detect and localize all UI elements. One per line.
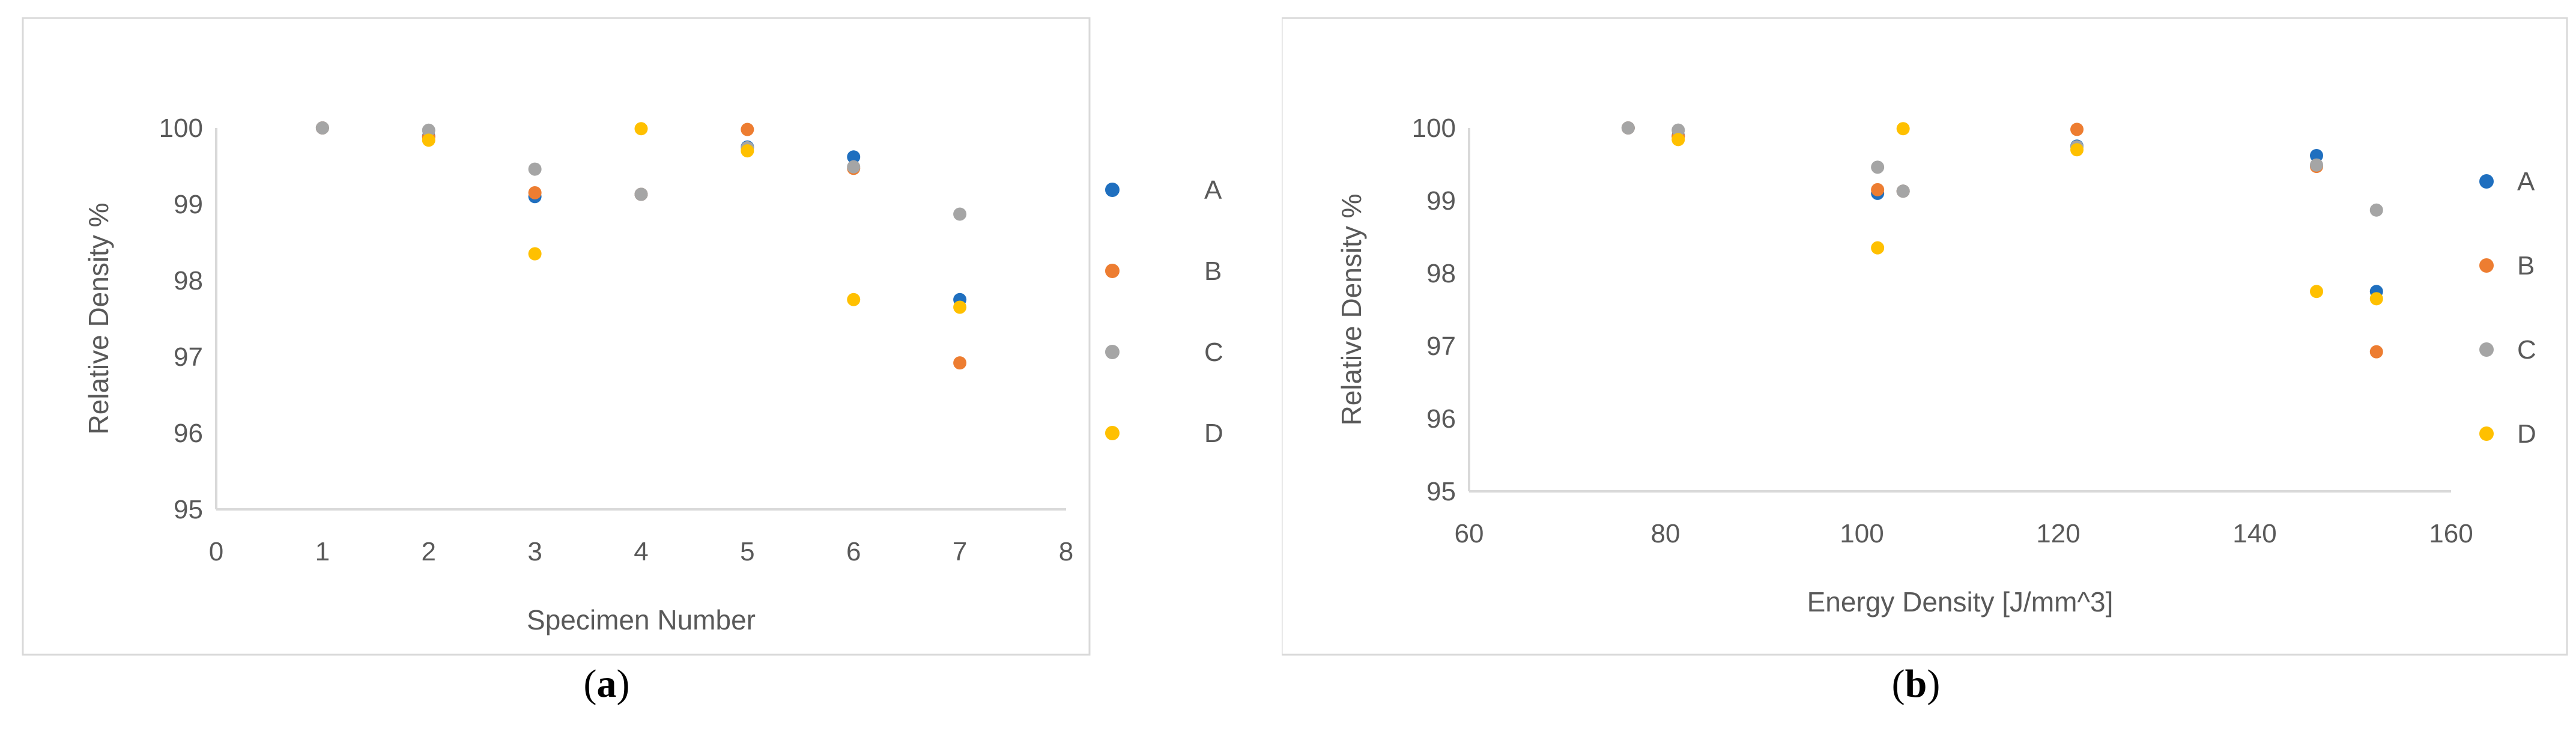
legend: A B C D [2479, 167, 2536, 449]
x-tick-labels: 0 1 2 3 4 5 6 7 8 [209, 537, 1073, 566]
legend-marker-d [2479, 426, 2494, 441]
x-tick-label: 160 [2429, 519, 2473, 548]
x-tick-label: 2 [422, 537, 436, 566]
x-tick-label: 6 [846, 537, 861, 566]
x-tick-label: 100 [1840, 519, 1884, 548]
data-point-c [634, 187, 648, 201]
y-tick-label: 98 [174, 266, 203, 296]
y-tick-label: 96 [174, 419, 203, 448]
x-tick-label: 7 [953, 537, 967, 566]
chart-frame [22, 17, 1091, 656]
legend-label: A [1204, 175, 1222, 205]
data-points [315, 121, 967, 370]
legend-label: B [2517, 251, 2535, 281]
data-point-d [1896, 122, 1910, 136]
data-point-d [1871, 241, 1885, 255]
legend-label: C [2517, 335, 2536, 365]
data-point-d [528, 247, 542, 261]
x-tick-label: 1 [315, 537, 330, 566]
data-point-c [847, 160, 861, 174]
x-axis-title: Specimen Number [527, 604, 756, 635]
x-tick-label: 60 [1455, 519, 1484, 548]
data-point-d [2369, 292, 2383, 306]
figure-caption: (b) [1892, 662, 1941, 706]
data-point-d [847, 293, 861, 306]
data-point-a [847, 150, 861, 164]
data-point-d [634, 122, 648, 136]
x-tick-label: 140 [2232, 519, 2276, 548]
data-point-b [741, 123, 754, 136]
data-point-d [2070, 143, 2084, 157]
data-point-c [315, 121, 329, 135]
y-tick-label: 97 [174, 342, 203, 372]
caption-letter: b [1905, 662, 1927, 706]
figure-caption: (a) [584, 662, 630, 706]
y-tick-labels: 95 96 97 98 99 100 [159, 114, 203, 524]
x-tick-label: 120 [2036, 519, 2080, 548]
data-point-c [1871, 160, 1885, 174]
data-point-c [1896, 184, 1910, 198]
x-tick-label: 5 [740, 537, 754, 566]
y-tick-label: 99 [174, 190, 203, 219]
data-point-c [2369, 203, 2383, 217]
data-point-d [1671, 133, 1685, 147]
data-point-d [741, 144, 754, 158]
y-tick-label: 98 [1426, 259, 1456, 288]
y-axis-title: Relative Density % [1336, 193, 1367, 425]
x-tick-label: 80 [1651, 519, 1680, 548]
legend-label: D [1204, 419, 1223, 448]
legend-marker-d [1105, 426, 1120, 440]
legend-marker-b [2479, 258, 2494, 273]
x-tick-label: 3 [527, 537, 542, 566]
legend-label: A [2517, 167, 2535, 196]
y-tick-labels: 95 96 97 98 99 100 [1412, 114, 1456, 506]
data-point-c [528, 162, 542, 176]
legend-label: D [2517, 419, 2536, 449]
y-tick-label: 100 [1412, 114, 1456, 143]
y-tick-label: 95 [1426, 477, 1456, 506]
y-tick-label: 100 [159, 114, 203, 143]
data-point-b [1871, 183, 1885, 196]
caption-letter: a [597, 662, 617, 706]
x-axis-title: Energy Density [J/mm^3] [1807, 586, 2114, 617]
legend-label: B [1204, 256, 1222, 286]
data-points [1621, 121, 2383, 359]
data-point-c [1671, 123, 1685, 137]
legend-marker-a [2479, 174, 2494, 189]
x-tick-label: 4 [634, 537, 648, 566]
data-point-d [953, 300, 967, 314]
data-point-c [1621, 121, 1635, 135]
data-point-b [2369, 345, 2383, 359]
data-point-b [953, 356, 967, 370]
x-tick-label: 8 [1059, 537, 1073, 566]
y-tick-label: 99 [1426, 186, 1456, 216]
legend-marker-c [2479, 342, 2494, 357]
y-tick-label: 96 [1426, 404, 1456, 434]
legend-marker-c [1105, 345, 1120, 359]
data-point-a [2310, 148, 2324, 162]
chart-frame [1282, 17, 2568, 656]
y-axis-title: Relative Density % [83, 202, 114, 434]
data-point-b [528, 186, 542, 199]
scatter-chart-b: 95 96 97 98 99 100 60 80 100 120 140 160 Energy De… [1282, 17, 2568, 706]
data-point-d [422, 133, 435, 147]
data-point-c [953, 207, 967, 221]
x-tick-labels: 60 80 100 120 140 160 [1455, 519, 2473, 548]
y-tick-label: 95 [174, 495, 203, 524]
data-point-b [2070, 123, 2084, 136]
data-point-d [2310, 285, 2324, 299]
data-point-c [422, 123, 435, 137]
data-point-c [2310, 158, 2324, 172]
legend-label: C [1204, 338, 1223, 367]
legend-marker-a [1105, 183, 1120, 197]
chart-panel-b: 95 96 97 98 99 100 60 80 100 120 140 160 Energy De… [1282, 0, 2569, 737]
y-tick-label: 97 [1426, 332, 1456, 361]
legend-marker-b [1105, 264, 1120, 278]
x-tick-label: 0 [209, 537, 223, 566]
legend: A B C D [1105, 175, 1223, 448]
